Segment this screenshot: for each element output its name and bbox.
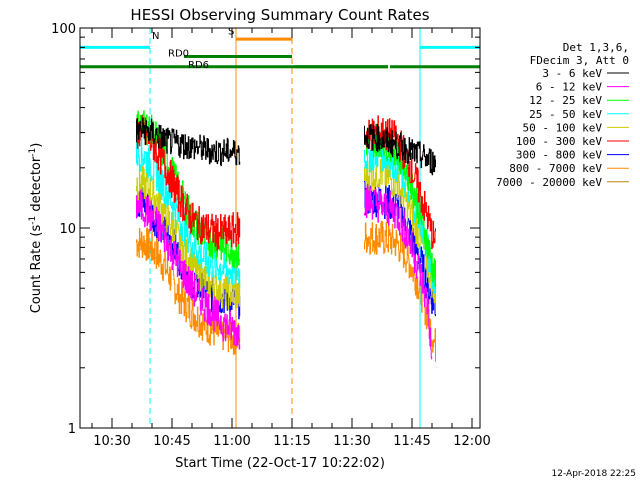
x-axis-label: Start Time (22-Oct-17 10:22:02) [175, 456, 385, 471]
series-line-2-seg1 [136, 110, 241, 268]
y-tick-label: 100 [51, 22, 76, 37]
legend-entry-label: 12 - 25 keV [529, 94, 602, 107]
x-tick-label: 11:15 [273, 434, 310, 449]
x-tick-label: 10:30 [93, 434, 130, 449]
legend-entry-label: 7000 - 20000 keV [496, 176, 602, 189]
chart-title: HESSI Observing Summary Count Rates [130, 6, 429, 24]
series-line-1-seg2 [364, 183, 433, 360]
legend-entry-label: 800 - 7000 keV [509, 162, 602, 175]
x-tick-label: 10:45 [153, 434, 190, 449]
legend-entry-label: 50 - 100 keV [523, 121, 603, 134]
legend-entry-label: 300 - 800 keV [516, 149, 602, 162]
legend-entry-label: 100 - 300 keV [516, 135, 602, 148]
legend-header-line-2: FDecim 3, Att 0 [530, 54, 629, 67]
legend-entry-label: 25 - 50 keV [529, 108, 602, 121]
x-tick-label: 12:00 [453, 434, 490, 449]
rd6-label: RD6 [188, 60, 209, 71]
night-label: N [152, 31, 159, 42]
x-tick-label: 11:00 [213, 434, 250, 449]
series-line-0-seg1 [136, 117, 241, 167]
saa-label: S [228, 26, 234, 37]
series-line-5-seg1 [136, 115, 241, 251]
legend-entry-label: 6 - 12 keV [536, 81, 603, 94]
y-tick-label: 1 [68, 422, 76, 437]
axes: 1 10 100 10:30 10:45 11:00 11:15 11:30 11:45 12:0… [51, 22, 491, 449]
series-layer [136, 110, 436, 362]
series-line-1-seg1 [136, 189, 241, 350]
rd0-label: RD0 [168, 49, 189, 60]
series-line-0-seg2 [364, 123, 436, 176]
y-tick-label: 10 [59, 222, 76, 237]
legend-header-line-1: Det 1,3,6, [563, 41, 629, 54]
y-axis-label: Count Rate (s-1 detector-1) [28, 143, 44, 314]
x-tick-label: 11:45 [393, 434, 430, 449]
footer-date: 12-Apr-2018 22:25 [552, 469, 636, 479]
series-line-5-seg2 [364, 115, 436, 250]
x-tick-label: 11:30 [333, 434, 370, 449]
series-line-3-seg1 [136, 136, 241, 288]
legend-entry-label: 3 - 6 keV [542, 67, 602, 80]
